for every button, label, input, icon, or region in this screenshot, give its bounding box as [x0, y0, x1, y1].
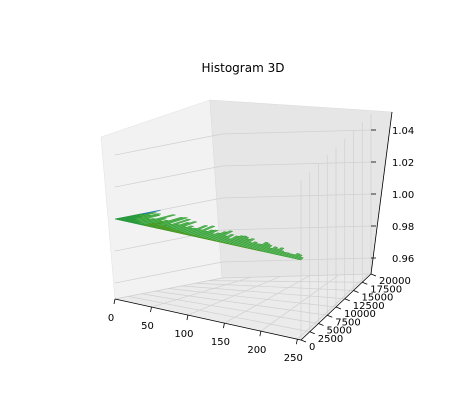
histogram-bin	[244, 241, 259, 249]
y-tick-mark	[370, 273, 377, 277]
histogram-bin	[118, 212, 157, 221]
x-tick-mark	[186, 314, 189, 321]
y-tick-mark	[344, 298, 350, 302]
grid-line	[221, 273, 372, 279]
axes-panes	[100, 99, 393, 341]
grid-line	[181, 285, 345, 300]
grid-line	[221, 193, 372, 199]
histogram-bin	[173, 225, 195, 233]
histogram-bin	[157, 218, 191, 230]
histogram-bin	[232, 236, 250, 246]
x-tick-label: 0	[108, 313, 114, 324]
histogram-bin	[260, 244, 273, 253]
y-tick-mark	[300, 339, 307, 343]
y-tick-mark	[362, 281, 368, 285]
y-tick-mark	[309, 331, 315, 335]
x-tick-label: 150	[211, 337, 230, 348]
y-tick-label: 12500	[353, 301, 385, 312]
z-tick-label: 1.02	[392, 158, 414, 169]
x-tick-mark	[259, 331, 262, 337]
grid-line	[195, 282, 354, 291]
y-tick-label: 20000	[379, 276, 411, 287]
histogram-bin	[291, 253, 301, 259]
histogram-bin	[253, 241, 270, 251]
grid-line	[221, 161, 372, 167]
histogram-bin	[182, 225, 209, 235]
x-tick-mark	[223, 323, 225, 329]
histogram-bin	[272, 247, 285, 255]
histogram-bin	[188, 225, 216, 237]
histogram-bin	[297, 256, 304, 261]
y-tick-mark	[318, 323, 324, 326]
grid-line	[128, 296, 310, 333]
histogram-bin	[139, 217, 167, 226]
grid-line	[114, 261, 223, 284]
x-tick-label: 50	[141, 321, 154, 332]
histogram-bin	[229, 235, 248, 246]
z-tick-label: 0.98	[392, 222, 414, 233]
histogram-bin	[197, 229, 219, 239]
histogram-bin	[256, 243, 272, 252]
y-tick-label: 10000	[344, 309, 376, 320]
grid-line	[141, 293, 319, 324]
grid-line	[208, 280, 363, 283]
grid-line	[114, 133, 223, 156]
histogram-bin	[216, 234, 235, 243]
histogram-bin	[151, 217, 188, 229]
histogram-bin	[166, 221, 198, 232]
y-tick-label: 17500	[370, 284, 402, 295]
x-tick-label: 250	[284, 353, 303, 364]
tick-labels: 0501001502002500250050007500100001250015…	[108, 126, 414, 364]
series-2	[114, 212, 304, 261]
z-axis-line	[370, 111, 393, 275]
grid-line	[221, 225, 372, 231]
x-tick-label: 100	[174, 329, 193, 340]
z-tick-label: 0.96	[392, 254, 414, 265]
grid-line	[114, 165, 223, 188]
x-tick-mark	[113, 298, 116, 305]
z-tick-label: 1.04	[392, 126, 414, 137]
histogram-bin	[210, 230, 234, 242]
histogram-series	[114, 209, 304, 261]
chart-title: Histogram 3D	[202, 61, 285, 75]
grid-line	[155, 290, 328, 316]
y-tick-label: 0	[309, 342, 315, 353]
grid-line	[168, 288, 337, 308]
z-tick-label: 1.00	[392, 190, 414, 201]
histogram-bin	[136, 214, 176, 225]
y-tick-mark	[335, 306, 342, 310]
grid-line	[221, 129, 372, 135]
grid-line	[221, 257, 372, 263]
histogram-bin	[281, 252, 291, 257]
y-tick-label: 2500	[318, 334, 343, 345]
y-tick-label: 7500	[335, 317, 360, 328]
y-tick-label: 5000	[327, 326, 352, 337]
left-pane	[100, 99, 223, 300]
x-tick-label: 200	[247, 345, 266, 356]
histogram-bin	[124, 213, 161, 222]
y-tick-label: 15000	[362, 293, 394, 304]
histogram-bin	[275, 250, 285, 256]
x-tick-mark	[150, 306, 152, 313]
y-tick-mark	[327, 314, 333, 318]
histogram-bin	[266, 246, 279, 254]
histogram-bin	[127, 214, 160, 223]
x-axis-line	[114, 298, 302, 341]
histogram-bin	[238, 238, 256, 248]
y-tick-mark	[353, 290, 359, 293]
histogram-bin	[294, 254, 303, 260]
x-tick-mark	[295, 339, 298, 345]
